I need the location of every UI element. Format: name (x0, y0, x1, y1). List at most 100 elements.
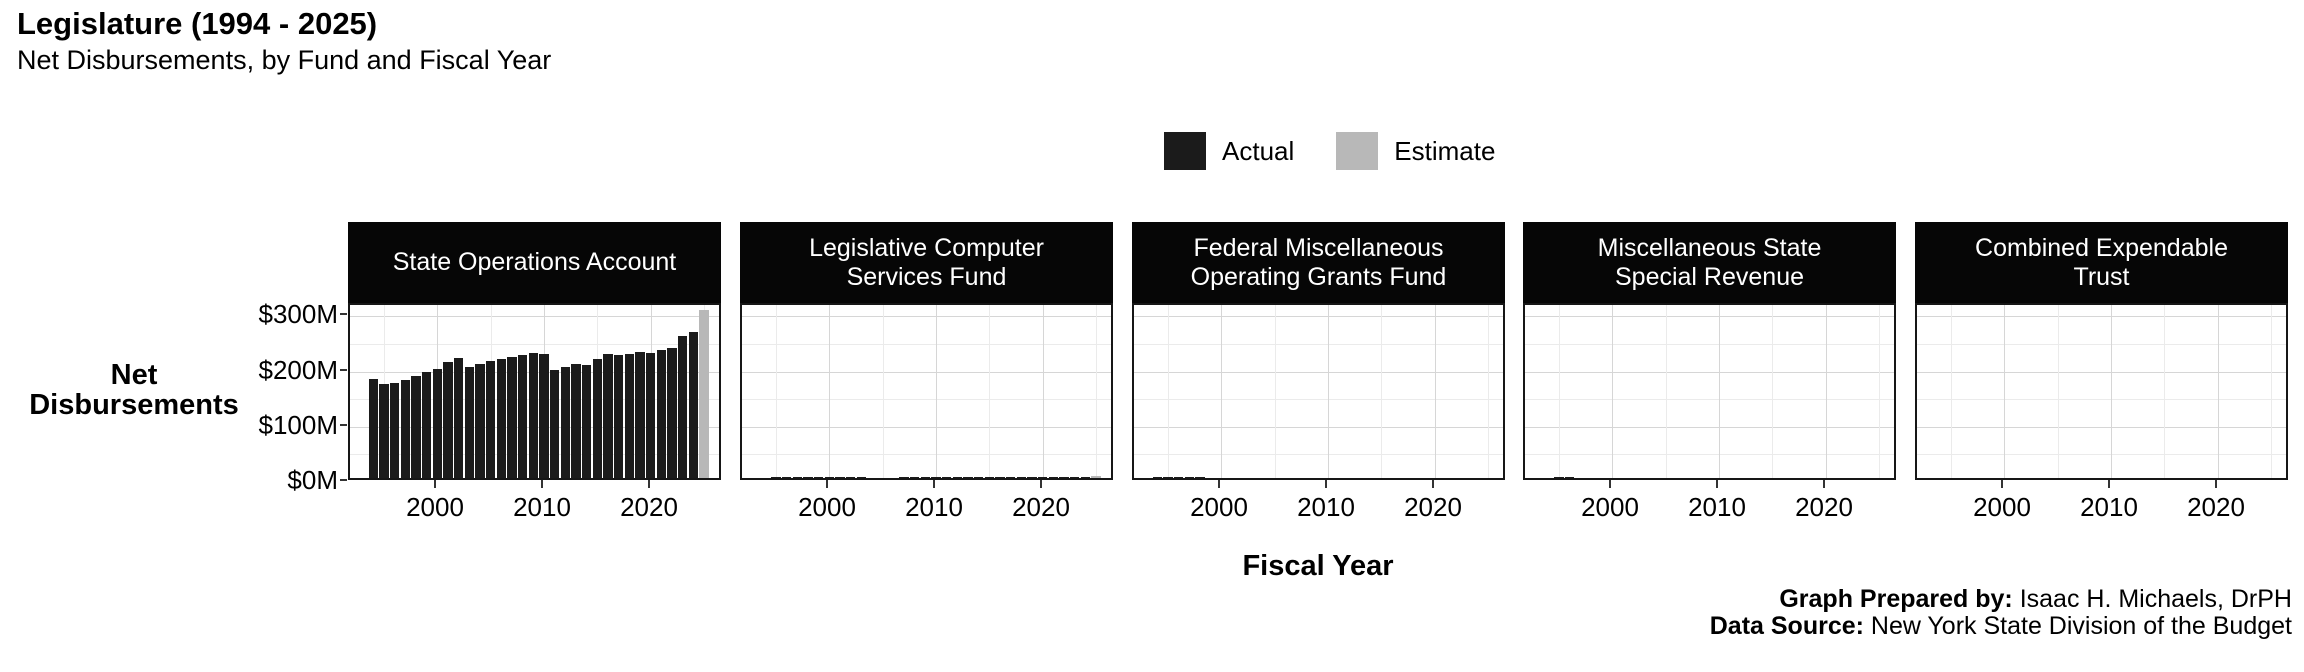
bar (678, 336, 688, 478)
gridline (1917, 399, 2286, 401)
gridline (1488, 305, 1489, 478)
gridline (1825, 305, 1827, 478)
x-tick-label: 2000 (1581, 492, 1639, 522)
x-tick-label: 2000 (1190, 492, 1248, 522)
facet-strip-label: Operating Grants Fund (1190, 262, 1447, 291)
bar (1070, 476, 1080, 478)
x-tick-mark (648, 480, 650, 488)
bar (792, 476, 802, 478)
bar (1163, 476, 1173, 478)
x-tick-label: 2010 (1688, 492, 1746, 522)
estimate-swatch-icon (1336, 132, 1379, 170)
gridline (1134, 454, 1503, 456)
bar (835, 476, 845, 478)
page-title: Legislature (1994 - 2025) (17, 6, 378, 41)
x-tick-label: 2000 (798, 492, 856, 522)
footer-data-source-value: New York State Division of the Budget (1863, 612, 2292, 640)
bar (1059, 476, 1069, 478)
x-tick-mark (1823, 480, 1825, 488)
facet-plot-panel (740, 303, 1113, 480)
gridline (1879, 305, 1880, 478)
gridline (350, 344, 719, 345)
x-tick-label: 2020 (1404, 492, 1462, 522)
y-tick-label: $200M (258, 355, 339, 385)
bar (528, 353, 538, 478)
x-tick-mark (1325, 480, 1327, 488)
bar (963, 476, 973, 478)
bar (443, 362, 453, 478)
bar (995, 476, 1005, 478)
gridline (1525, 344, 1894, 345)
facet-strip-label: Legislative Computer (809, 233, 1044, 262)
gridline (1042, 305, 1044, 478)
bar (942, 476, 952, 478)
bar (518, 354, 528, 478)
bar (496, 359, 506, 478)
footer-data-source: Data Source: New York State Division of … (1710, 613, 2292, 640)
bar (614, 354, 624, 478)
bar (656, 349, 666, 478)
x-tick-label: 2010 (513, 492, 571, 522)
bar (507, 357, 517, 478)
gridline (2164, 305, 2166, 478)
x-tick-label: 2020 (2187, 492, 2245, 522)
bar (782, 476, 792, 478)
bar (475, 363, 485, 478)
facet-strip-label: Special Revenue (1614, 262, 1804, 291)
bar (550, 370, 560, 478)
gridline (1525, 426, 1894, 428)
facet-strip: Combined Expendable Trust (1915, 222, 2288, 303)
x-tick-mark (1609, 480, 1611, 488)
y-tick-mark (340, 369, 347, 371)
gridline (1719, 305, 1720, 478)
bar (592, 358, 602, 478)
y-tick-label: $300M (258, 299, 339, 329)
facet-strip-label: Services Fund (846, 262, 1007, 291)
bar (1184, 476, 1194, 478)
footer-credits: Graph Prepared by: Isaac H. Michaels, Dr… (1710, 586, 2292, 640)
facet-strip: Federal Miscellaneous Operating Grants Fu… (1132, 222, 1505, 303)
footer-data-source-label: Data Source: (1709, 612, 1864, 640)
x-tick-mark (826, 480, 828, 488)
bar (910, 476, 920, 478)
bar (952, 476, 962, 478)
bar (846, 476, 856, 478)
gridline (882, 305, 884, 478)
gridline (1917, 344, 2286, 345)
facet-strip-label: State Operations Account (392, 248, 677, 276)
gridline (1665, 305, 1667, 478)
y-tick-mark (340, 479, 347, 481)
bar (803, 476, 813, 478)
facet-plot-panel (1132, 303, 1505, 480)
gridline (742, 454, 1111, 456)
bar (1016, 476, 1026, 478)
bar (400, 379, 410, 478)
bar (1091, 476, 1101, 478)
bar (624, 354, 634, 478)
y-axis-title-line1: Net (110, 359, 158, 391)
bar (635, 351, 645, 478)
bar (422, 371, 432, 478)
facet-strip: Legislative Computer Services Fund (740, 222, 1113, 303)
y-tick-label: $0M (287, 465, 338, 495)
bar (931, 476, 941, 478)
gridline (742, 399, 1111, 401)
bar (984, 476, 994, 478)
x-tick-mark (1432, 480, 1434, 488)
y-tick-mark (340, 313, 347, 315)
bar (390, 383, 400, 478)
chart-subtitle: Net Disbursements, by Fund and Fiscal Ye… (17, 45, 552, 75)
legend-label-actual: Actual (1222, 135, 1295, 166)
gridline (1274, 305, 1276, 478)
bar (1038, 476, 1048, 478)
y-axis-title-line2: Disbursements (29, 389, 239, 421)
gridline (1525, 454, 1894, 456)
bar (824, 476, 834, 478)
legend-item-estimate: Estimate (1336, 132, 1495, 170)
bar (603, 353, 613, 478)
gridline (1525, 371, 1894, 373)
x-tick-label: 2010 (2080, 492, 2138, 522)
facet-strip-label: Trust (2073, 262, 2130, 291)
x-tick-label: 2020 (620, 492, 678, 522)
legend-item-actual: Actual (1164, 132, 1294, 170)
